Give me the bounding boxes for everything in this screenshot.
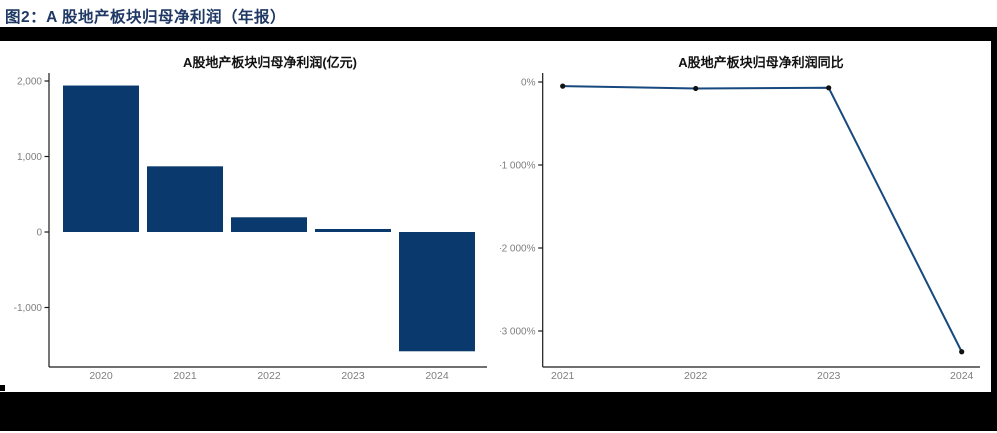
bar-chart-title: A股地产板块归母净利润(亿元) [182,55,358,70]
bar-2024 [399,232,475,352]
y-tick-label: 0 [36,228,42,239]
y-tick-label: -2 000% [500,244,536,255]
bar-2021 [147,166,223,232]
y-tick-label: 0% [521,78,536,89]
figure-title: 图2：A 股地产板块归母净利润（年报） [5,9,287,26]
right-divider-rule [991,27,997,431]
bar-2020 [63,85,139,232]
x-tick-label: 2021 [551,370,575,382]
line-chart-title: A股地产板块归母净利润同比 [678,55,844,70]
bar-chart: 2,000 1,000 0 -1,000 2020 2021 2022 2023 2024 [14,73,487,382]
point-2024 [959,349,965,355]
x-tick-label: 2022 [684,370,708,382]
y-tick-label: -3 000% [500,327,536,338]
left-edge-mark [0,385,5,391]
x-tick-label: 2022 [257,370,281,382]
x-tick-label: 2023 [341,370,365,382]
x-tick-label: 2023 [817,370,841,382]
top-divider-rule [0,27,997,41]
y-tick-label: -1,000 [14,303,43,314]
x-tick-label: 2021 [173,370,197,382]
point-2022 [693,85,699,92]
x-tick-label: 2024 [950,370,974,382]
y-tick-label: -1 000% [500,161,536,172]
bottom-divider-rule [0,392,997,431]
point-2021 [560,83,566,89]
point-2023 [826,85,832,91]
x-tick-label: 2024 [425,370,449,382]
series-line [562,85,963,353]
x-tick-label: 2020 [89,370,113,382]
y-tick-label: 2,000 [17,77,42,88]
bar-2023 [315,228,391,232]
bar-2022 [231,217,307,232]
line-chart: 0% -1 000% -2 000% -3 000% 2021 2022 2023 2024 [500,73,980,382]
y-tick-label: 1,000 [17,152,42,163]
